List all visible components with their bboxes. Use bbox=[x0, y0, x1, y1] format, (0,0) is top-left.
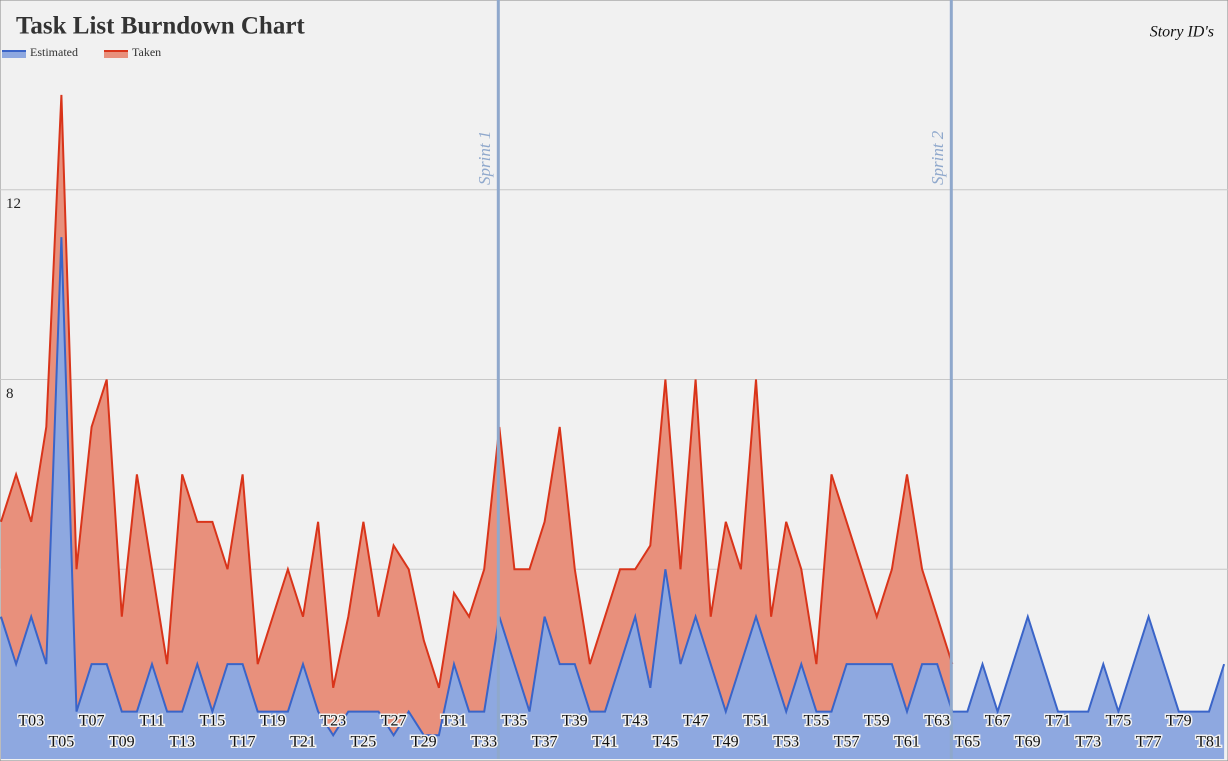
x-tick-label: T23 bbox=[320, 713, 346, 730]
x-tick-label: T19 bbox=[260, 713, 286, 730]
sprint-label: Sprint 2 bbox=[928, 130, 947, 185]
area-fill bbox=[1, 94, 953, 759]
x-tick-label: T51 bbox=[743, 713, 769, 730]
chart-title: Task List Burndown Chart bbox=[16, 13, 305, 40]
x-tick-label: T73 bbox=[1075, 734, 1101, 751]
area-line bbox=[0, 94, 954, 689]
sprint-label: Sprint 1 bbox=[475, 131, 494, 185]
x-tick-label: T07 bbox=[79, 713, 105, 730]
x-tick-label: T67 bbox=[985, 713, 1011, 730]
x-tick-label: T81 bbox=[1196, 734, 1222, 751]
y-tick-label: 8 bbox=[6, 386, 14, 402]
y-tick-label: 12 bbox=[6, 196, 21, 212]
x-tick-label: T27 bbox=[381, 713, 407, 730]
x-tick-label: T35 bbox=[502, 713, 528, 730]
legend-swatch bbox=[2, 50, 26, 58]
x-tick-label: T45 bbox=[653, 734, 679, 751]
x-tick-label: T31 bbox=[441, 713, 467, 730]
x-tick-label: T05 bbox=[49, 734, 75, 751]
x-tick-label: T21 bbox=[290, 734, 316, 751]
x-tick-label: T37 bbox=[532, 734, 558, 751]
x-tick-label: T55 bbox=[804, 713, 830, 730]
x-tick-label: T61 bbox=[894, 734, 920, 751]
x-tick-label: T39 bbox=[562, 713, 588, 730]
x-tick-label: T47 bbox=[683, 713, 709, 730]
x-axis-title: Story ID's bbox=[1150, 24, 1214, 41]
x-tick-label: T79 bbox=[1166, 713, 1192, 730]
legend-label: Taken bbox=[132, 45, 161, 59]
x-tick-label: T29 bbox=[411, 734, 437, 751]
x-tick-label: T33 bbox=[471, 734, 497, 751]
x-tick-label: T65 bbox=[955, 734, 981, 751]
x-tick-label: T77 bbox=[1136, 734, 1162, 751]
x-tick-label: T13 bbox=[169, 734, 195, 751]
legend-swatch bbox=[104, 50, 128, 58]
area-fill bbox=[1, 237, 1225, 759]
x-tick-label: T11 bbox=[139, 713, 164, 730]
x-tick-label: T71 bbox=[1045, 713, 1071, 730]
x-tick-label: T09 bbox=[109, 734, 135, 751]
x-tick-label: T03 bbox=[18, 713, 44, 730]
x-tick-label: T25 bbox=[351, 734, 377, 751]
x-tick-label: T43 bbox=[622, 713, 648, 730]
x-tick-label: T17 bbox=[230, 734, 256, 751]
x-tick-label: T59 bbox=[864, 713, 890, 730]
x-tick-label: T57 bbox=[834, 734, 860, 751]
legend-label: Estimated bbox=[30, 45, 78, 59]
x-tick-label: T15 bbox=[200, 713, 226, 730]
x-tick-label: T53 bbox=[773, 734, 799, 751]
x-tick-label: T69 bbox=[1015, 734, 1041, 751]
x-tick-label: T75 bbox=[1106, 713, 1132, 730]
x-tick-label: T41 bbox=[592, 734, 618, 751]
x-tick-label: T49 bbox=[713, 734, 739, 751]
area-line bbox=[0, 237, 1226, 738]
x-tick-label: T63 bbox=[924, 713, 950, 730]
